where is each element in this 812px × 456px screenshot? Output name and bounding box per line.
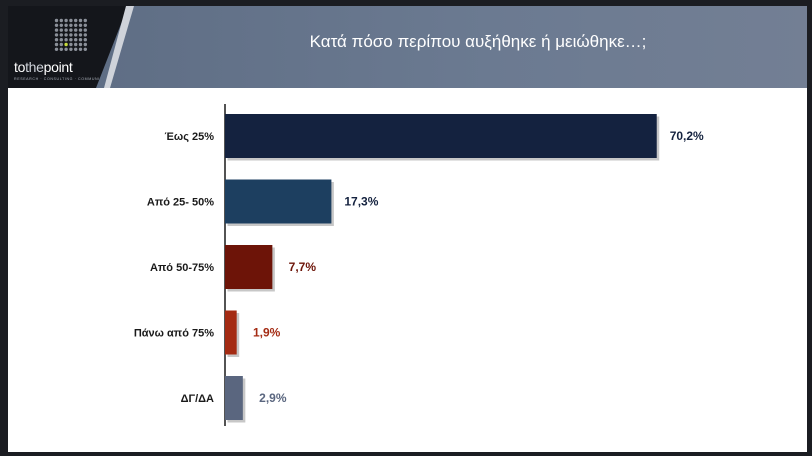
logo-dot <box>83 38 87 42</box>
logo-word-the: the <box>25 59 44 75</box>
logo-tagline: RESEARCH · CONSULTING · COMMUNICATION <box>14 77 117 81</box>
logo-dot <box>78 38 83 42</box>
category-label: Από 25- 50% <box>147 197 214 209</box>
logo-dot <box>69 28 73 32</box>
logo-dot <box>54 18 59 23</box>
logo-dot <box>64 23 68 27</box>
logo-dot <box>83 23 87 27</box>
value-label: 17,3% <box>344 195 378 209</box>
logo-dot <box>78 42 83 47</box>
logo-dot <box>64 33 68 37</box>
category-label: Έως 25% <box>165 131 215 143</box>
category-label: Πάνω από 75% <box>134 328 214 340</box>
logo-dot <box>59 33 63 37</box>
bar-1 <box>225 114 657 158</box>
category-label: ΔΓ/ΔΑ <box>181 393 214 405</box>
bar-chart: Έως 25% 70,2% Από 25- 50% 17,3% Από 50-75% 7,… <box>134 104 704 426</box>
logo-dot <box>59 23 63 27</box>
logo-dot <box>69 33 73 37</box>
logo-dot <box>64 28 68 32</box>
logo-dot <box>83 28 87 32</box>
logo-dot <box>54 28 59 32</box>
bar-5 <box>225 376 243 420</box>
logo-dot <box>74 28 78 32</box>
logo-dot <box>83 33 87 37</box>
logo-dot <box>59 28 63 32</box>
logo-dot <box>69 23 73 27</box>
logo-dot <box>83 47 87 51</box>
logo-dot <box>78 28 83 32</box>
logo-dot <box>69 38 73 42</box>
value-label: 70,2% <box>670 129 704 143</box>
logo-dot <box>78 18 83 23</box>
logo-dot <box>64 47 68 51</box>
logo-dot <box>74 23 78 27</box>
value-label: 7,7% <box>289 260 317 274</box>
logo-dot <box>54 47 59 51</box>
logo-word-point: point <box>43 59 73 75</box>
logo-dot <box>69 18 73 23</box>
logo-dot <box>59 42 63 47</box>
logo-dot <box>69 47 73 51</box>
logo-dot <box>74 18 78 23</box>
value-label: 2,9% <box>259 391 287 405</box>
slide: tothepoint RESEARCH · CONSULTING · COMMU… <box>8 6 807 452</box>
bar-2 <box>225 179 332 224</box>
header-band <box>8 6 807 88</box>
logo-dot <box>59 18 63 23</box>
logo-dot <box>83 42 87 47</box>
logo-dot <box>54 23 59 27</box>
logo-dot <box>78 47 83 51</box>
logo-wordmark: tothepoint <box>14 59 73 75</box>
logo-dot <box>54 33 59 37</box>
value-label: 1,9% <box>253 326 281 340</box>
category-label: Από 50-75% <box>150 262 214 274</box>
bar-4 <box>225 310 237 355</box>
logo-dot <box>74 38 78 42</box>
logo-dot <box>74 47 78 51</box>
logo-dot <box>59 47 63 51</box>
logo-accent-dot <box>64 42 68 47</box>
slide-title: Κατά πόσο περίπου αυξήθηκε ή μειώθηκε…; <box>309 32 647 51</box>
logo-dot <box>83 18 87 23</box>
logo-word-to: to <box>14 59 26 75</box>
logo-dot <box>74 33 78 37</box>
logo-dots-icon <box>54 18 87 51</box>
logo-dot <box>54 38 59 42</box>
logo-dot <box>54 42 59 47</box>
logo-dot <box>69 42 73 47</box>
logo-dot <box>64 18 68 23</box>
bar-3 <box>225 245 273 289</box>
logo-dot <box>59 38 63 42</box>
logo-dot <box>78 33 83 37</box>
logo-dot <box>78 23 83 27</box>
logo-dot <box>74 42 78 47</box>
logo-dot <box>64 38 68 42</box>
